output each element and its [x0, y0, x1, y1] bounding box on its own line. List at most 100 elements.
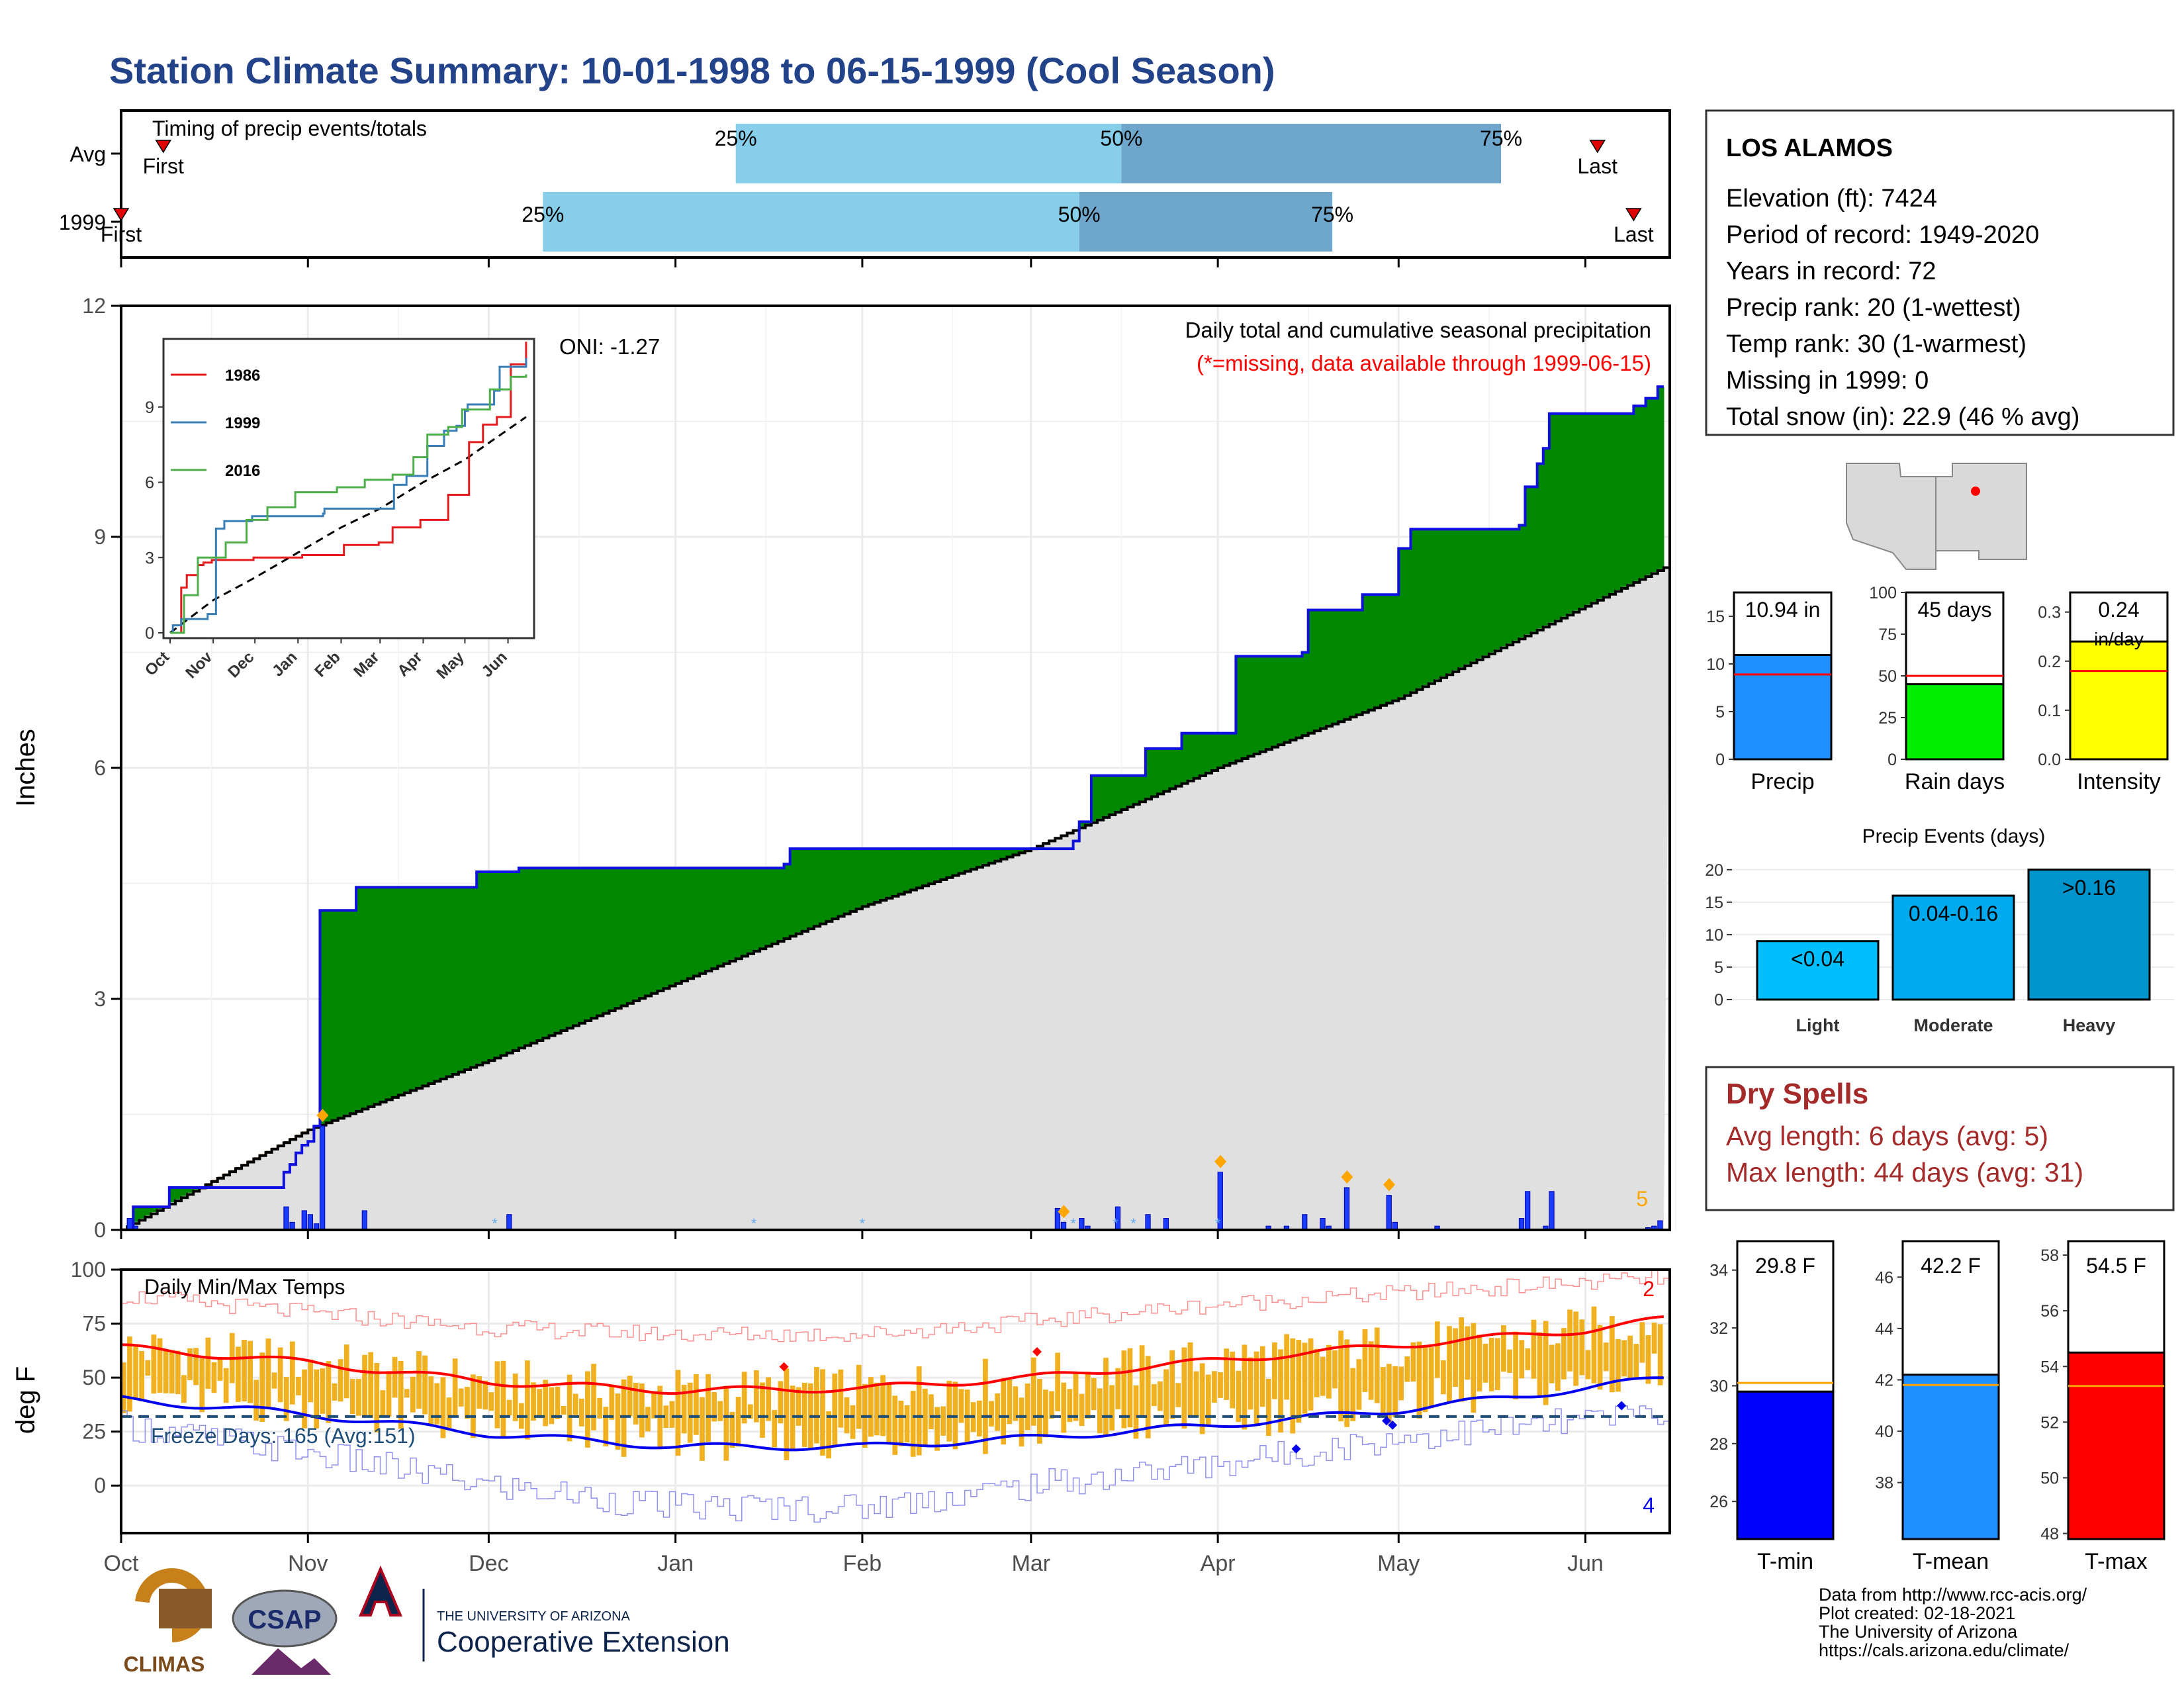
- temp-bar-tick-label: 56: [2040, 1302, 2059, 1321]
- inset-x-tick-label: Oct: [142, 648, 173, 679]
- daily-temp-bar: [1494, 1338, 1500, 1390]
- precip-diff-segment: [1212, 733, 1218, 769]
- daily-temp-bar: [181, 1375, 187, 1403]
- precip-event-marker: [316, 1108, 329, 1122]
- precip-diff-segment: [404, 887, 411, 1092]
- daily-temp-bar: [898, 1401, 904, 1446]
- precip-diff-segment: [591, 868, 598, 1017]
- daily-temp-bar: [615, 1393, 621, 1450]
- precip-diff-segment: [801, 849, 809, 931]
- precip-diff-segment: [844, 849, 851, 913]
- daily-temp-bar: [1621, 1340, 1627, 1377]
- timing-last-label: Last: [1614, 222, 1654, 246]
- daily-temp-bar: [904, 1405, 910, 1443]
- dry-spells-frame: [1705, 1066, 2175, 1211]
- daily-temp-bar: [1127, 1348, 1133, 1428]
- precip-diff-segment: [512, 872, 520, 1050]
- precip-diff-segment: [862, 849, 869, 906]
- daily-temp-bar: [585, 1371, 590, 1448]
- daily-temp-bar: [868, 1377, 874, 1437]
- events-bar-label: Heavy: [2063, 1015, 2116, 1035]
- timing-last-marker: [1625, 208, 1642, 222]
- precip-diff-segment: [687, 868, 694, 978]
- precip-diff-segment: [1320, 610, 1327, 727]
- temp-record-marker: [1382, 1416, 1392, 1426]
- temp-bar-tick-label: 44: [1875, 1320, 1893, 1338]
- daily-temp-bar: [277, 1347, 283, 1403]
- timing-bar-late: [1121, 124, 1502, 183]
- station-lines: Elevation (ft): 7424 Period of record: 19…: [1726, 185, 2079, 431]
- daily-precip-bar: [301, 1210, 307, 1231]
- precip-diff-segment: [1525, 487, 1532, 635]
- inset-y-tick-label: 3: [145, 549, 154, 567]
- precip-diff-segment: [898, 849, 905, 894]
- uofa-logo: THE UNIVERSITY OF ARIZONA Cooperative Ex…: [358, 1565, 730, 1662]
- daily-temp-bar: [1651, 1322, 1657, 1354]
- inset-y-tick-label: 0: [145, 624, 154, 643]
- temp-bar-tick-label: 26: [1709, 1493, 1728, 1511]
- daily-temp-bar: [398, 1360, 404, 1429]
- precip-diff-segment: [1278, 656, 1285, 744]
- precip-diff-segment: [416, 887, 423, 1088]
- events-bar-Heavy: [2027, 868, 2151, 1001]
- daily-temp-bar: [1230, 1351, 1236, 1409]
- daily-temp-bar: [1356, 1359, 1362, 1410]
- daily-temp-bar: [1404, 1356, 1410, 1382]
- temp-top-count: 2: [1643, 1277, 1655, 1301]
- daily-temp-bar: [265, 1338, 271, 1409]
- daily-temp-bar: [1501, 1325, 1506, 1372]
- precip-diff-segment: [181, 1188, 188, 1196]
- temp-bottom-count: 4: [1643, 1493, 1655, 1517]
- footer-line: Plot created: 02-18-2021: [1819, 1603, 2015, 1623]
- daily-temp-bar: [1169, 1350, 1175, 1419]
- timing-p75-label: 75%: [1480, 126, 1522, 150]
- daily-temp-bar: [205, 1337, 211, 1389]
- daily-temp-bar: [1392, 1366, 1398, 1417]
- precip-y-ticks: 0 3 6 9 12: [82, 294, 1587, 1242]
- daily-temp-bar: [983, 1358, 988, 1454]
- precip-diff-segment: [1471, 529, 1478, 662]
- daily-temp-bar: [488, 1392, 494, 1411]
- precip-diff-segment: [1398, 548, 1405, 698]
- daily-temp-bar: [1030, 1357, 1036, 1426]
- daily-temp-bar: [1175, 1383, 1181, 1407]
- daily-temp-bar: [572, 1393, 578, 1415]
- daily-temp-bar: [976, 1400, 982, 1436]
- summary-bar-tick-label: 0.3: [2038, 604, 2061, 622]
- precip-diff-segment: [1350, 610, 1357, 716]
- daily-temp-bar: [946, 1380, 952, 1442]
- daily-temp-bar: [693, 1374, 699, 1435]
- temp-bar-tick-label: 46: [1875, 1268, 1893, 1287]
- precip-diff-segment: [482, 872, 490, 1062]
- summary-bar-tick-label: 0: [1715, 751, 1725, 769]
- precip-diff-segment: [1543, 448, 1550, 626]
- daily-precip-bar: [1320, 1218, 1326, 1231]
- precip-diff-segment: [922, 849, 929, 885]
- daily-temp-bar: [1543, 1321, 1549, 1405]
- precip-diff-segment: [874, 849, 881, 902]
- precip-diff-segment: [1079, 821, 1086, 827]
- summary-bar-tick-label: 100: [1869, 584, 1897, 602]
- precip-diff-segment: [850, 849, 857, 911]
- precip-diff-segment: [1434, 529, 1441, 680]
- precip-events-chart: Precip Events (days) 05101520<0.04Light0…: [1705, 825, 2174, 1035]
- daily-temp-bar: [1121, 1350, 1127, 1429]
- precip-diff-segment: [657, 868, 664, 990]
- precip-diff-segment: [1259, 656, 1267, 751]
- daily-temp-bar: [958, 1389, 964, 1423]
- precip-diff-segment: [434, 887, 441, 1080]
- daily-temp-bar: [1573, 1311, 1579, 1386]
- daily-temp-bar: [1019, 1397, 1024, 1447]
- precip-diff-segment: [338, 910, 345, 1117]
- timing-p25-label: 25%: [715, 126, 757, 150]
- precip-diff-segment: [471, 887, 477, 1066]
- precip-y-tick-label: 9: [94, 525, 106, 549]
- precip-event-marker: [1058, 1205, 1070, 1219]
- daily-temp-bar: [1410, 1342, 1416, 1382]
- daily-temp-bar: [1049, 1391, 1054, 1419]
- daily-temp-bar: [1001, 1378, 1007, 1445]
- daily-temp-bar: [717, 1401, 723, 1421]
- station-frame: [1705, 109, 2175, 436]
- daily-temp-bar: [163, 1350, 169, 1393]
- precip-diff-segment: [1531, 487, 1538, 632]
